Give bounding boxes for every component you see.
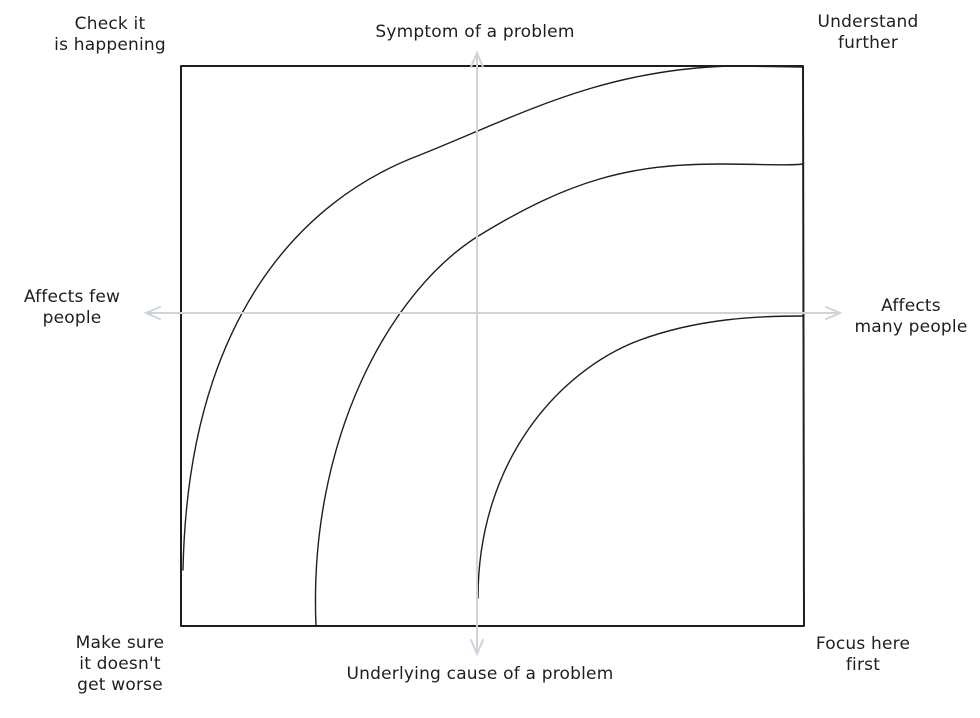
axis-label-left: Affects few people: [23, 287, 121, 328]
axis-label-right: Affects many people: [854, 296, 968, 337]
axis-label-bottom: Underlying cause of a problem: [346, 664, 614, 684]
horizontal-axis: [143, 306, 843, 320]
corner-label-bottom-right: Focus here first: [815, 634, 911, 675]
corner-label-top-right: Understand further: [817, 12, 919, 53]
middle-arc: [314, 163, 804, 627]
frame-box: [180, 65, 805, 627]
corner-label-top-left: Check it is happening: [54, 14, 166, 55]
inner-arc: [477, 315, 804, 599]
axis-label-top: Symptom of a problem: [375, 22, 575, 42]
arrow-left-icon: [143, 306, 161, 320]
arrow-right-icon: [825, 306, 843, 320]
corner-label-bottom-left: Make sure it doesn't get worse: [75, 633, 165, 695]
outer-arc: [182, 65, 804, 571]
arrow-up-icon: [470, 50, 484, 68]
vertical-axis: [470, 50, 484, 657]
arrow-down-icon: [470, 639, 484, 657]
